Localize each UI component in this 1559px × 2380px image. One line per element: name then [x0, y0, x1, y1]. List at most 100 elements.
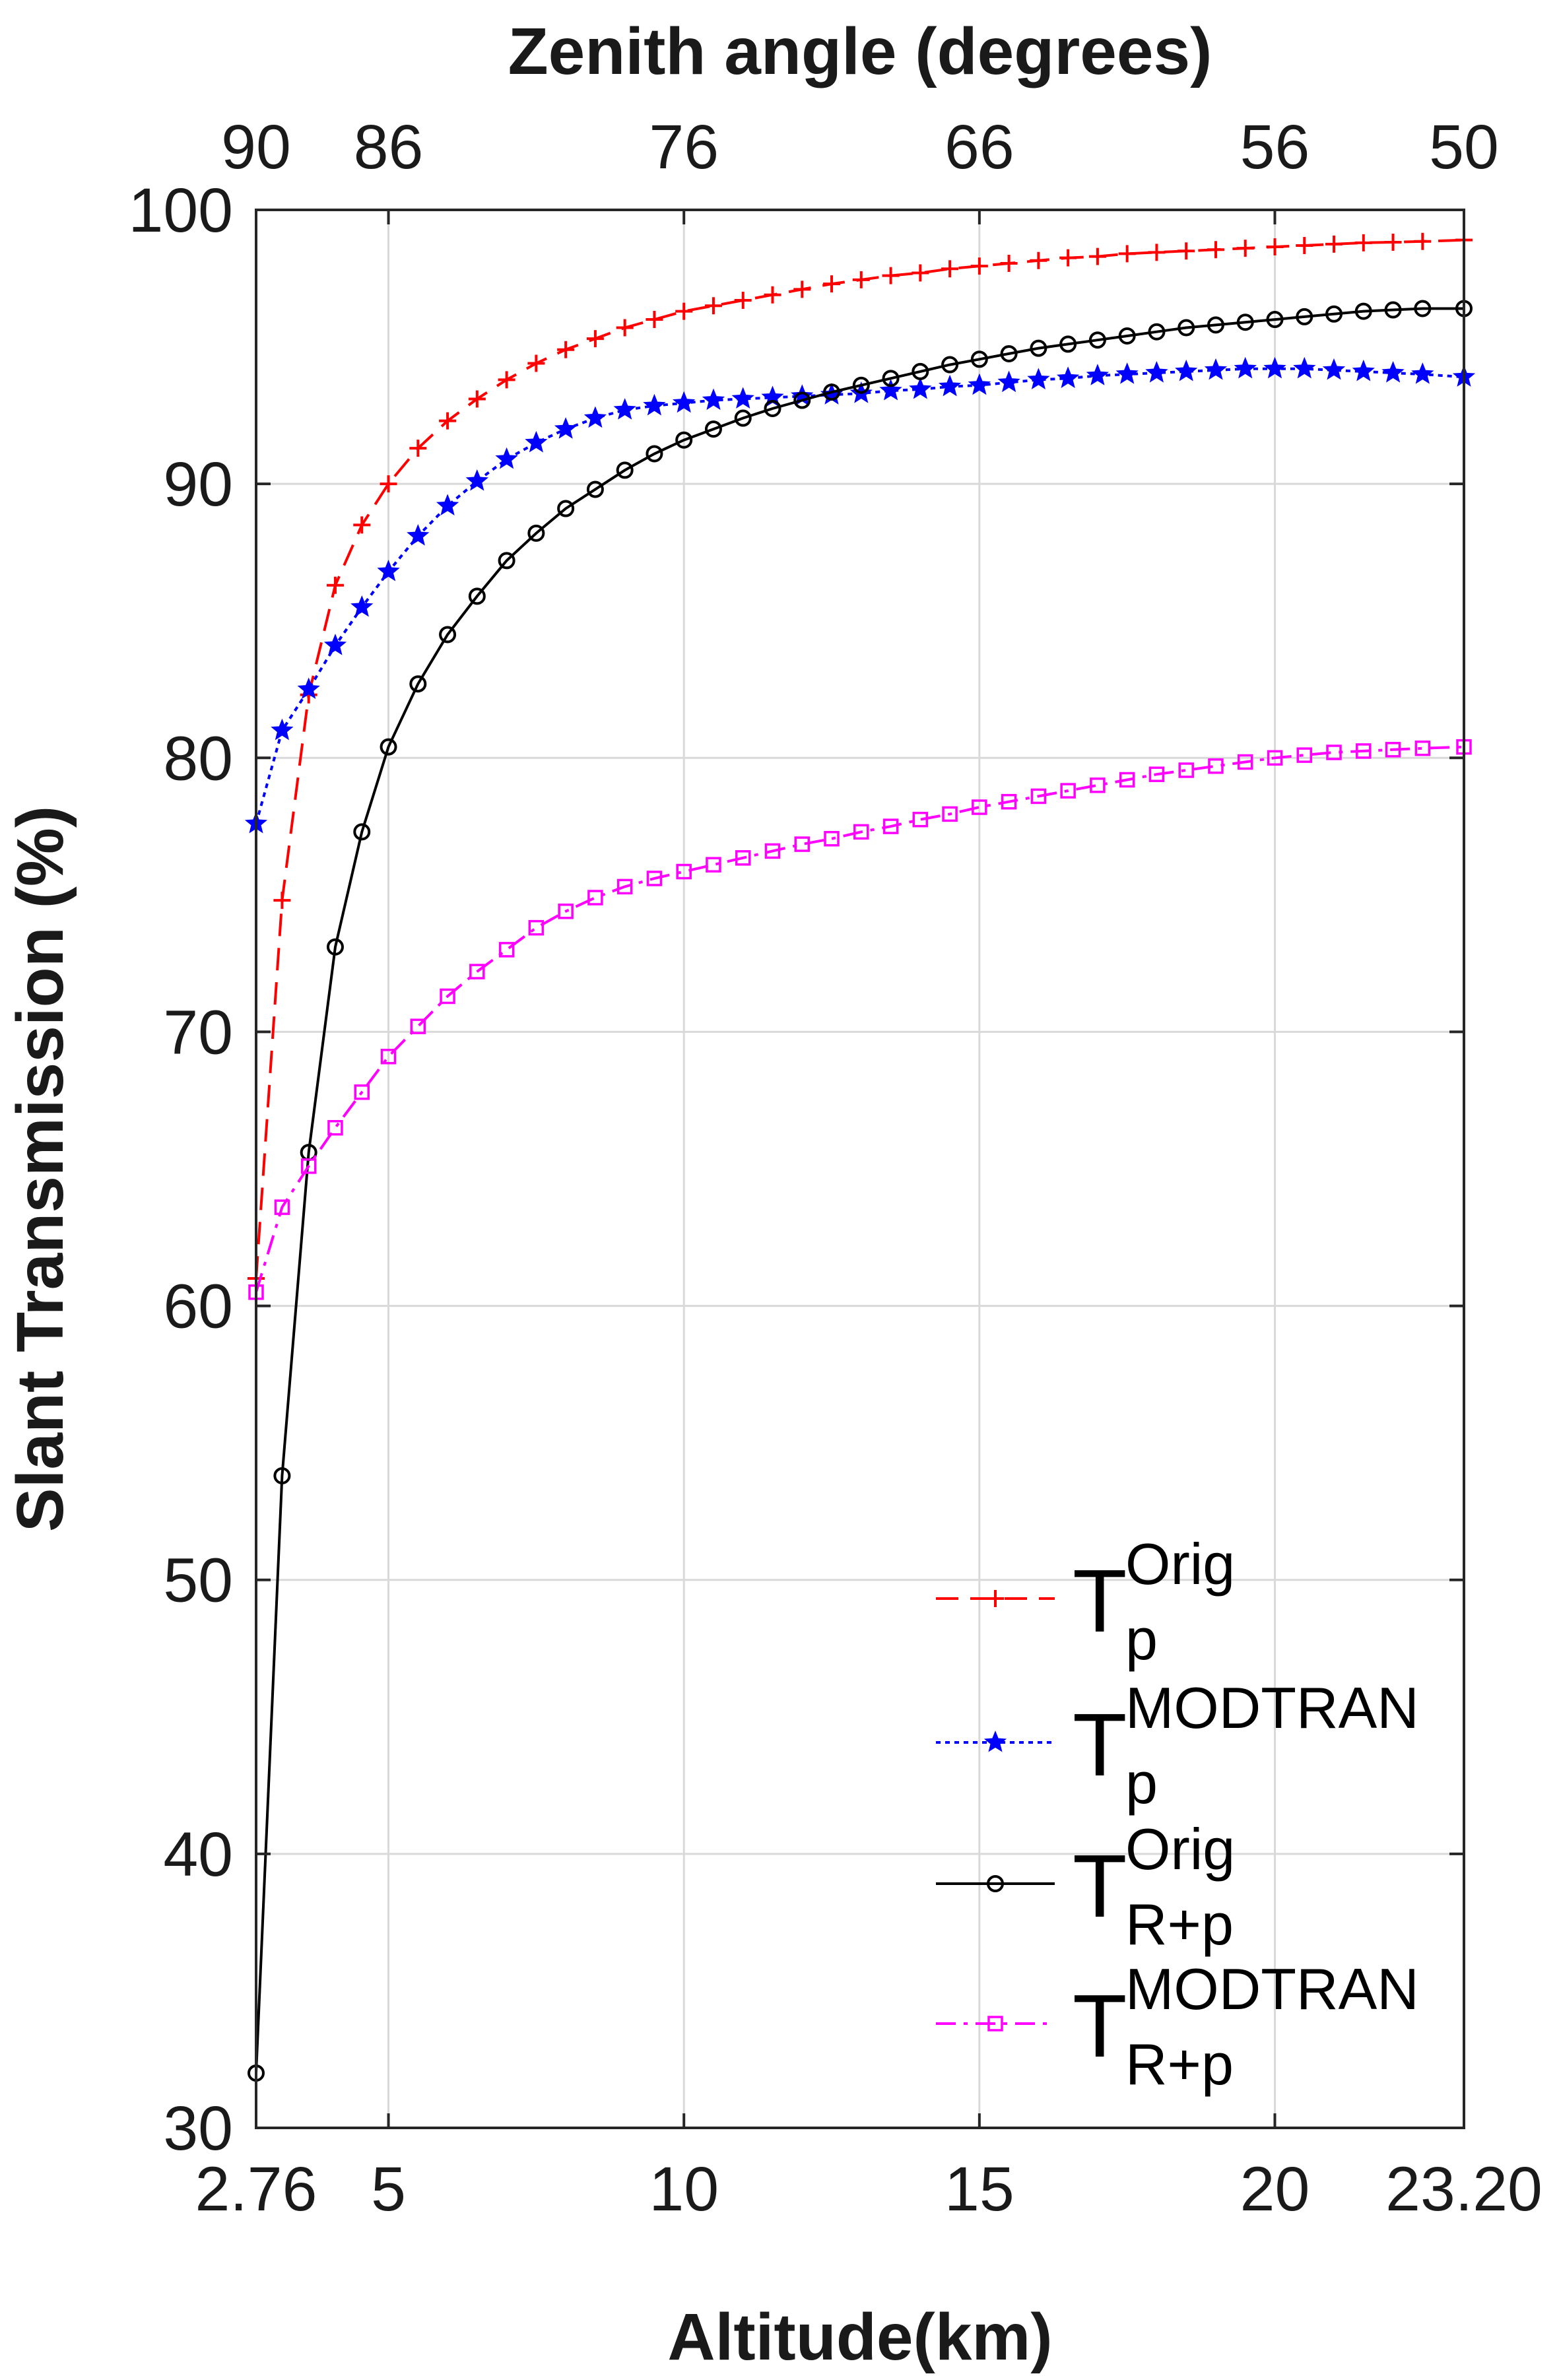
data-point [498, 942, 515, 958]
data-point [1236, 314, 1254, 331]
legend-superscript: MODTRAN [1125, 1956, 1419, 2022]
legend-symbol: T [1073, 1695, 1127, 1795]
data-point [1030, 251, 1047, 269]
data-point [498, 371, 515, 389]
data-point [823, 275, 841, 293]
data-point [706, 857, 721, 873]
data-point [764, 286, 781, 304]
legend-subscript: R+p [1125, 2032, 1234, 2097]
data-point [1266, 311, 1284, 329]
data-point [968, 373, 991, 395]
data-point [793, 281, 811, 298]
data-point [1326, 744, 1342, 760]
data-point [525, 430, 548, 453]
data-point [380, 475, 397, 493]
data-point [326, 576, 344, 594]
data-point [1178, 762, 1194, 778]
x-tick-label: 20 [1240, 2154, 1310, 2224]
data-point [997, 370, 1020, 393]
series-2 [248, 300, 1473, 2082]
top-tick-label: 50 [1429, 112, 1499, 182]
data-point [879, 378, 902, 401]
data-point [495, 447, 518, 469]
legend-superscript: Orig [1125, 1816, 1235, 1882]
data-point [527, 524, 545, 542]
data-point [616, 461, 634, 479]
legend-symbol: T [1073, 1976, 1127, 2076]
data-point [1325, 305, 1343, 323]
data-point [731, 387, 754, 409]
data-point [407, 523, 430, 546]
legend-symbol: T [1073, 1551, 1127, 1651]
series-line [255, 745, 1465, 1293]
data-point [436, 494, 459, 515]
data-point [1060, 783, 1076, 799]
data-point [1414, 232, 1432, 250]
data-point [274, 1199, 290, 1215]
data-point [794, 836, 811, 852]
data-point [1296, 236, 1313, 254]
data-point [1088, 331, 1106, 349]
data-point [326, 938, 344, 956]
legend-marker [983, 1730, 1007, 1752]
data-point [938, 374, 962, 397]
series-3 [248, 739, 1472, 1300]
data-point [380, 738, 397, 756]
data-point [882, 267, 900, 284]
data-point [350, 595, 374, 617]
legend-superscript: MODTRAN [1125, 1675, 1419, 1740]
data-point [1267, 750, 1283, 766]
data-point [1086, 364, 1110, 385]
data-point [704, 297, 722, 315]
legend-superscript: Orig [1125, 1531, 1235, 1597]
data-point [882, 370, 900, 387]
data-point [616, 319, 634, 337]
data-point [439, 626, 457, 644]
data-point [353, 823, 371, 841]
data-point [323, 634, 347, 655]
data-point [673, 391, 696, 413]
grid-lines [256, 210, 1464, 2128]
data-point [852, 376, 870, 394]
data-point [1178, 242, 1195, 260]
data-point [1414, 741, 1431, 756]
data-point [353, 516, 371, 534]
data-point [1384, 233, 1402, 251]
data-point [1325, 235, 1343, 253]
x-tick-label: 23.20 [1385, 2154, 1542, 2224]
data-point [1293, 356, 1316, 379]
data-point [1414, 300, 1432, 317]
data-point [1237, 754, 1253, 770]
plot-frame [255, 209, 1465, 2129]
data-point [1000, 254, 1018, 272]
data-point [616, 878, 633, 895]
data-point [1322, 358, 1346, 380]
data-point [734, 291, 752, 309]
data-point [646, 445, 663, 463]
data-point [1385, 742, 1401, 758]
data-point [1090, 777, 1106, 793]
x-tick-label: 15 [945, 2154, 1014, 2224]
top-tick-label: 56 [1240, 112, 1310, 182]
data-point [1356, 743, 1372, 759]
y-tick-label: 100 [128, 176, 233, 246]
data-point [587, 890, 603, 906]
data-point [380, 1049, 397, 1065]
data-point [882, 818, 899, 834]
y-tick-label: 30 [163, 2094, 233, 2164]
legend-marker [987, 1590, 1004, 1607]
data-point [273, 1467, 291, 1484]
data-point [1296, 747, 1313, 763]
x-tick-label: 2.76 [195, 2154, 317, 2224]
data-point [941, 356, 959, 374]
data-point [1148, 766, 1165, 782]
data-point [439, 412, 457, 430]
data-point [409, 440, 427, 457]
data-point [702, 388, 725, 411]
data-point [465, 469, 489, 491]
data-point [972, 799, 987, 815]
